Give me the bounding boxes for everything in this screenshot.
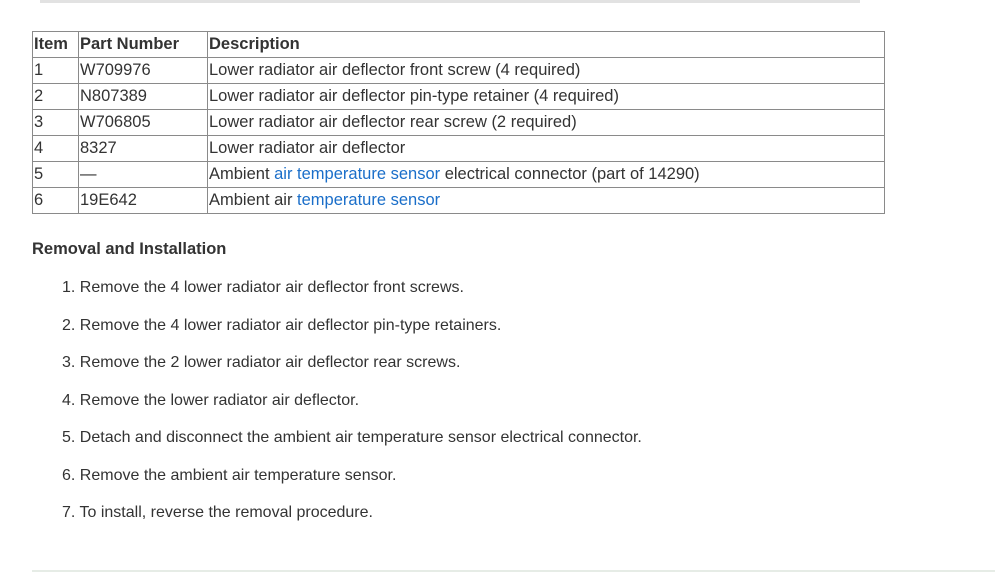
steps-list: 1. Remove the 4 lower radiator air defle… <box>62 278 642 541</box>
table-row: 6 19E642 Ambient air temperature sensor <box>32 187 885 214</box>
bottom-divider <box>32 570 995 572</box>
part-number-cell: W709976 <box>78 57 208 84</box>
description-text: Lower radiator air deflector pin-type re… <box>209 87 619 105</box>
part-number-cell: N807389 <box>78 83 208 110</box>
description-link[interactable]: air temperature sensor <box>274 165 441 183</box>
table-header-row: Item Part Number Description <box>32 31 885 58</box>
item-cell: 3 <box>32 109 79 136</box>
description-text: Lower radiator air deflector <box>209 139 406 157</box>
table-row: 1 W709976 Lower radiator air deflector fro… <box>32 57 885 84</box>
description-cell: Lower radiator air deflector <box>207 135 885 162</box>
header-part-number: Part Number <box>78 31 208 58</box>
description-text: Lower radiator air deflector front screw… <box>209 61 581 79</box>
step-item: 4. Remove the lower radiator air deflect… <box>62 391 360 409</box>
parts-table: Item Part Number Description 1 W709976 Low… <box>32 31 885 214</box>
step-item: 2. Remove the 4 lower radiator air defle… <box>62 316 502 334</box>
description-cell: Lower radiator air deflector rear screw … <box>207 109 885 136</box>
item-cell: 6 <box>32 187 79 214</box>
description-text: Lower radiator air deflector rear screw … <box>209 113 577 131</box>
item-cell: 4 <box>32 135 79 162</box>
table-row: 3 W706805 Lower radiator air deflector rea… <box>32 109 885 136</box>
step-item: 5. Detach and disconnect the ambient air… <box>62 429 642 446</box>
part-number-cell: W706805 <box>78 109 208 136</box>
step-item: 1. Remove the 4 lower radiator air defle… <box>62 279 464 296</box>
part-number-cell: 8327 <box>78 135 208 162</box>
part-number-cell: — <box>78 161 208 188</box>
step-item: 3. Remove the 2 lower radiator air defle… <box>62 354 461 371</box>
item-cell: 1 <box>32 57 79 84</box>
table-row: 4 8327 Lower radiator air deflector <box>32 135 885 162</box>
item-cell: 2 <box>32 83 79 110</box>
section-title: Removal and Installation <box>32 240 227 258</box>
description-text: Ambient <box>209 165 275 183</box>
step-item: 7. To install, reverse the removal proce… <box>62 504 373 521</box>
description-text: Ambient air <box>209 191 298 209</box>
part-number-cell: 19E642 <box>78 187 208 214</box>
item-cell: 5 <box>32 161 79 188</box>
table-row: 5— Ambient air temperature sensor electri… <box>32 161 885 188</box>
description-cell: Lower radiator air deflector pin-type re… <box>207 83 885 110</box>
header-item: Item <box>32 31 79 58</box>
description-link[interactable]: temperature sensor <box>297 191 441 209</box>
description-text: electrical connector (part of 14290) <box>440 165 700 183</box>
header-description: Description <box>207 31 885 58</box>
table-row: 2 N807389 Lower radiator air deflector pin… <box>32 83 885 110</box>
description-cell: Lower radiator air deflector front screw… <box>207 57 885 84</box>
description-cell: Ambient air temperature sensor <box>207 187 885 214</box>
top-divider <box>40 0 860 3</box>
description-cell: Ambient air temperature sensor electrica… <box>207 161 885 188</box>
step-item: 6. Remove the ambient air temperature se… <box>62 466 397 484</box>
